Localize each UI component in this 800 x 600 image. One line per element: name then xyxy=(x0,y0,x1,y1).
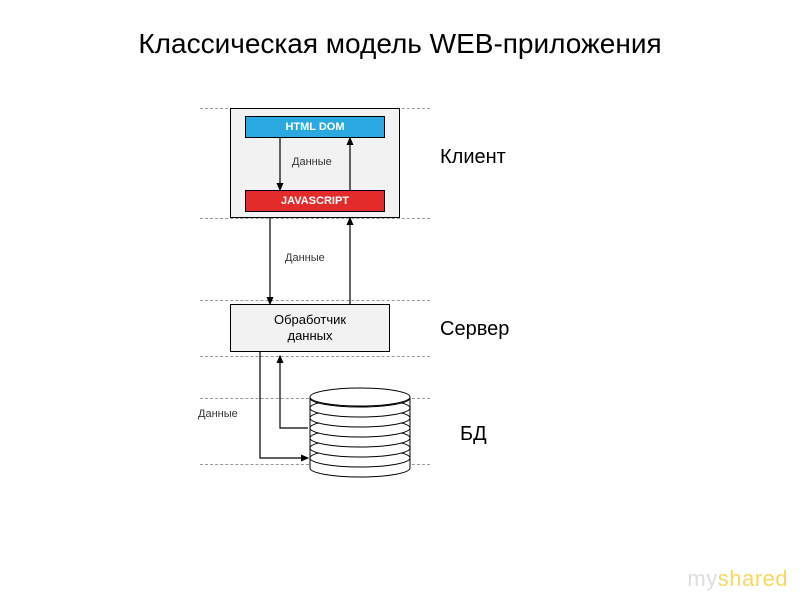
watermark-left: my xyxy=(687,566,717,591)
dash-line xyxy=(200,218,430,219)
layer-label-server: Сервер xyxy=(440,318,509,341)
node-htmldom: HTML DOM xyxy=(245,116,385,138)
diagram-area: Клиент Сервер БД HTML DOM JAVASCRIPT Обр… xyxy=(200,98,640,518)
node-javascript: JAVASCRIPT xyxy=(245,190,385,212)
watermark: myshared xyxy=(687,566,788,592)
layer-label-client: Клиент xyxy=(440,146,506,169)
dash-line xyxy=(200,300,430,301)
edge-label: Данные xyxy=(198,408,238,420)
watermark-right: shared xyxy=(718,566,788,591)
node-handler: Обработчик данных xyxy=(230,304,390,352)
dash-line xyxy=(200,356,430,357)
node-handler-label: Обработчик данных xyxy=(274,312,346,343)
edge-label: Данные xyxy=(285,252,325,264)
page-title: Классическая модель WEB-приложения xyxy=(0,28,800,60)
edge-label: Данные xyxy=(292,156,332,168)
node-htmldom-label: HTML DOM xyxy=(285,121,344,133)
layer-label-db: БД xyxy=(460,423,487,446)
dash-line xyxy=(200,464,430,465)
node-javascript-label: JAVASCRIPT xyxy=(281,195,349,207)
dash-line xyxy=(200,398,430,399)
